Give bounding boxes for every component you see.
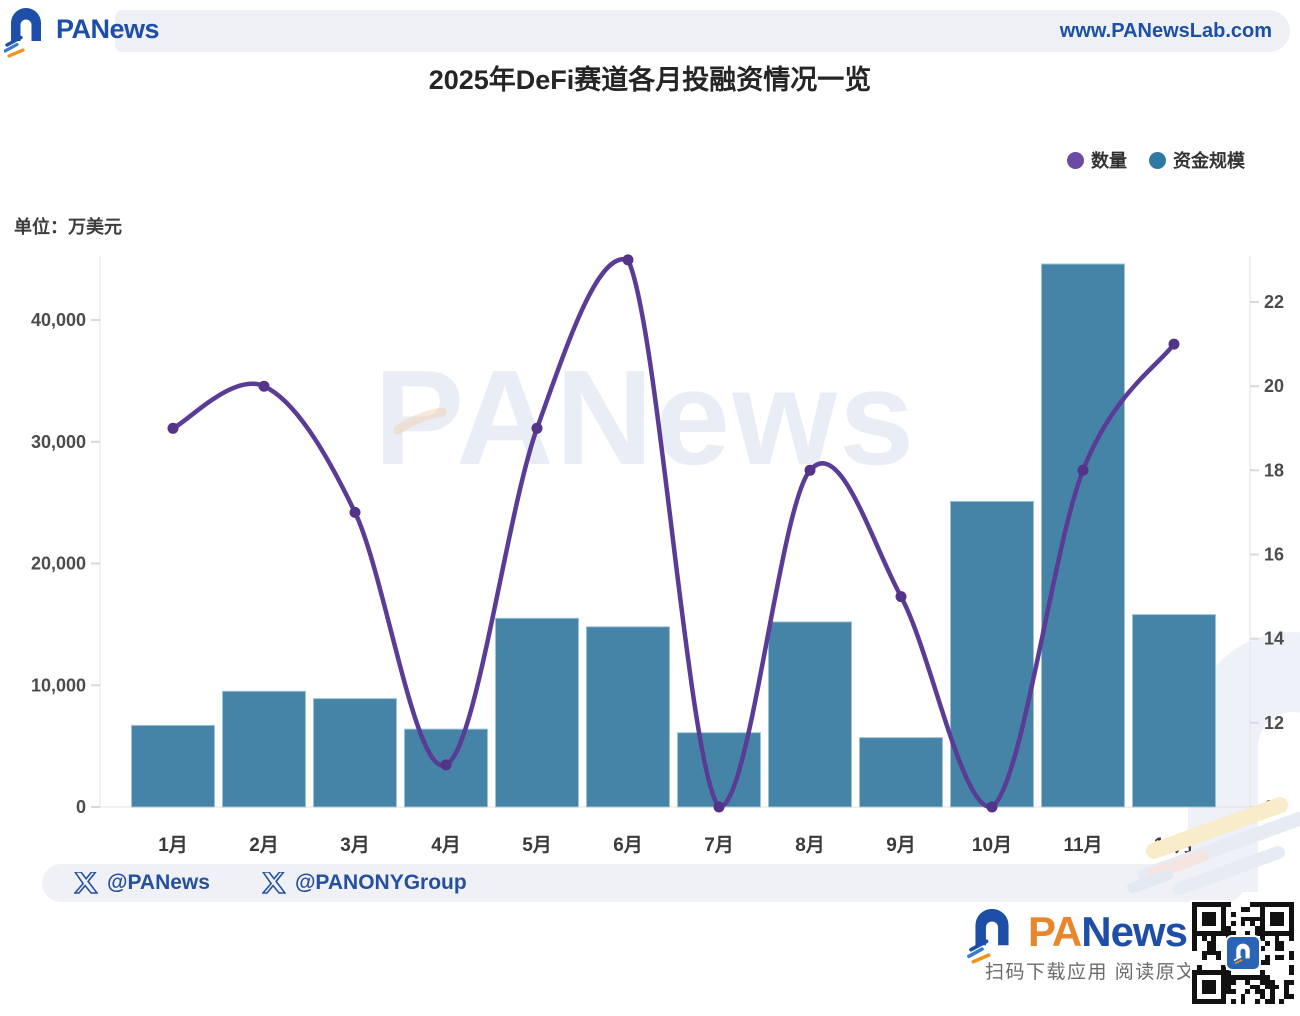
legend-label-funding: 资金规模 — [1173, 151, 1245, 171]
x-axis-label: 4月 — [431, 835, 461, 856]
brand-wordmark: PANews — [56, 13, 160, 44]
panews-magnet-icon — [967, 908, 1009, 964]
bar-11月[interactable] — [1041, 263, 1125, 808]
bar-10月[interactable] — [950, 500, 1034, 808]
right-axis-tick-label: 14 — [1264, 629, 1284, 649]
watermark-text: PANews — [374, 342, 916, 493]
right-axis-tick-label: 12 — [1264, 713, 1284, 733]
right-axis-tick-label: 16 — [1264, 545, 1284, 565]
right-axis-tick-label: 22 — [1264, 292, 1284, 312]
x-twitter-icon — [261, 872, 286, 894]
right-axis-tick-label: 18 — [1264, 460, 1284, 480]
axis-unit-label: 单位：万美元 — [14, 217, 122, 237]
point-7月[interactable] — [713, 801, 725, 813]
point-4月[interactable] — [440, 759, 452, 771]
x-axis-label: 2月 — [249, 835, 279, 856]
left-axis-tick-label: 20,000 — [31, 554, 86, 574]
bar-12月[interactable] — [1132, 614, 1216, 808]
point-8月[interactable] — [804, 464, 816, 476]
bar-6月[interactable] — [586, 626, 670, 808]
point-12月[interactable] — [1168, 338, 1180, 350]
point-10月[interactable] — [986, 801, 998, 813]
x-axis-label: 10月 — [972, 835, 1012, 856]
x-axis-label: 11月 — [1063, 835, 1102, 856]
bar-2月[interactable] — [222, 690, 306, 808]
point-2月[interactable] — [258, 380, 270, 392]
point-3月[interactable] — [349, 506, 361, 518]
panews-magnet-icon — [4, 8, 41, 58]
left-axis-tick-label: 30,000 — [31, 432, 86, 452]
x-axis-label: 7月 — [704, 835, 734, 856]
right-axis-tick-label: 20 — [1264, 376, 1284, 396]
x-twitter-icon — [74, 872, 98, 894]
qr-center-logo — [1225, 935, 1261, 971]
x-axis-label: 9月 — [886, 835, 916, 856]
legend-item-funding[interactable]: 资金规模 — [1149, 147, 1245, 173]
bar-5月[interactable] — [495, 617, 579, 808]
legend: 数量 资金规模 — [1067, 147, 1245, 173]
twitter-handle-panews[interactable]: @PANews — [74, 871, 210, 895]
x-axis-label: 5月 — [522, 835, 552, 856]
bar-1月[interactable] — [131, 724, 215, 808]
footer-brand-wordmark: PANews — [1028, 908, 1188, 956]
handle-text: @PANONYGroup — [294, 871, 467, 894]
chart-title: 2025年DeFi赛道各月投融资情况一览 — [428, 65, 872, 95]
qr-modules — [1192, 902, 1294, 1004]
twitter-handle-panony[interactable]: @PANONYGroup — [261, 871, 467, 895]
legend-dot-funding — [1149, 151, 1166, 169]
bar-8月[interactable] — [768, 621, 852, 808]
x-axis-label: 3月 — [340, 835, 370, 856]
point-1月[interactable] — [167, 422, 179, 434]
brand-news: News — [1081, 908, 1188, 955]
bar-9月[interactable] — [859, 737, 943, 808]
point-5月[interactable] — [531, 422, 543, 434]
bar-3月[interactable] — [313, 698, 397, 808]
left-axis-tick-label: 0 — [76, 797, 86, 817]
panews-magnet-icon — [1233, 943, 1250, 965]
left-axis-tick-label: 10,000 — [31, 675, 86, 695]
point-11月[interactable] — [1077, 464, 1089, 476]
left-axis-tick-label: 40,000 — [31, 310, 86, 330]
brand-pa: PA — [1028, 908, 1082, 955]
point-6月[interactable] — [622, 254, 634, 266]
legend-dot-count — [1067, 151, 1084, 169]
handle-text: @PANews — [107, 871, 210, 894]
qr-code — [1190, 900, 1296, 1006]
watermark-accent — [393, 407, 447, 435]
x-axis-label: 6月 — [613, 835, 643, 856]
point-9月[interactable] — [895, 591, 907, 603]
brand-logo: PANews — [4, 0, 160, 58]
footer-brand: PANews — [966, 900, 1188, 964]
site-url: www.PANewsLab.com — [1059, 20, 1272, 42]
legend-label-count: 数量 — [1091, 151, 1127, 171]
scan-hint-text: 扫码下载应用 阅读原文 — [985, 962, 1197, 983]
legend-item-count[interactable]: 数量 — [1067, 147, 1127, 173]
x-axis-label: 8月 — [795, 835, 825, 856]
header-band — [115, 10, 1290, 52]
x-axis-label: 1月 — [158, 835, 188, 856]
footer-band: @PANews @PANONYGroup — [42, 864, 1245, 902]
